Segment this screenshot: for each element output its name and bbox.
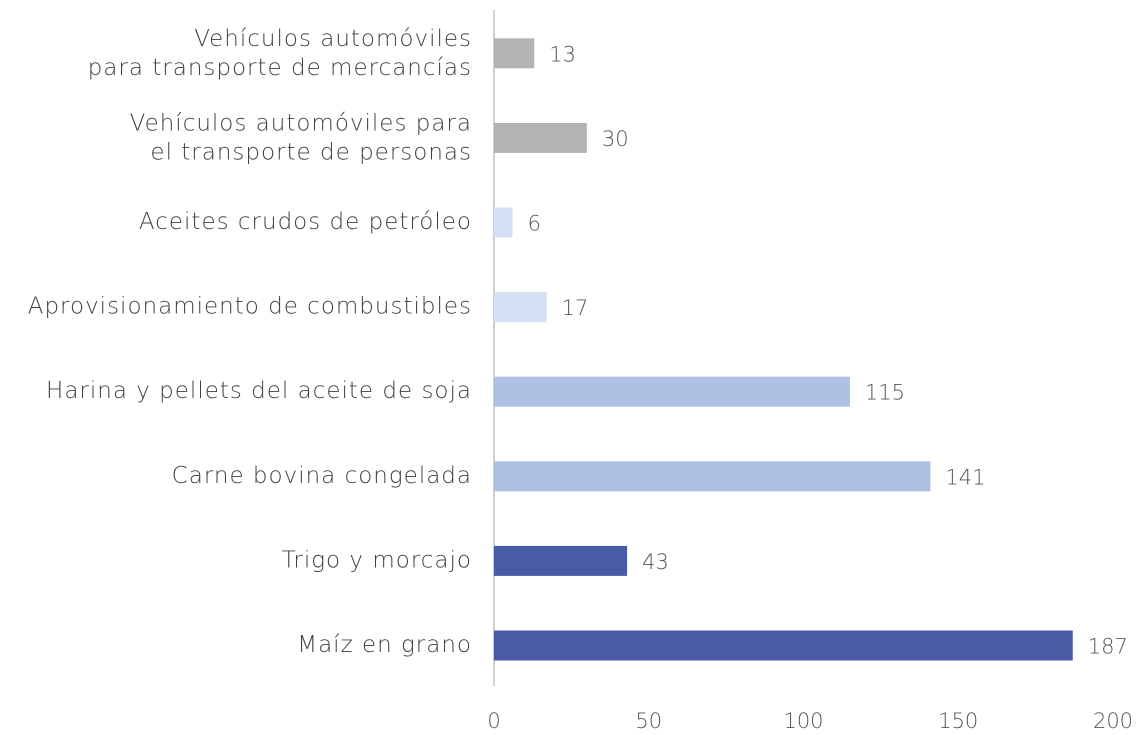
label-line: Vehículos automóviles xyxy=(194,25,472,51)
bar xyxy=(494,376,850,407)
value-label: 17 xyxy=(562,296,589,320)
x-tick-label: 50 xyxy=(635,709,662,733)
x-tick-label: 150 xyxy=(938,709,978,733)
label-line: para transporte de mercancías xyxy=(88,54,472,80)
label-line: Vehículos automóviles para xyxy=(130,110,472,136)
bar xyxy=(494,545,628,576)
value-label: 6 xyxy=(528,212,541,236)
bar xyxy=(494,38,535,69)
value-label: 30 xyxy=(602,127,629,151)
y-tick-label: Aceites crudos de petróleo xyxy=(139,209,472,235)
value-label: 187 xyxy=(1088,635,1128,659)
y-tick-label: Maíz en grano xyxy=(297,632,472,658)
bar xyxy=(494,292,547,323)
bar xyxy=(494,461,931,492)
y-tick-label: Carne bovina congelada xyxy=(172,463,472,489)
value-label: 141 xyxy=(945,465,985,489)
value-label: 43 xyxy=(642,550,669,574)
x-tick-label: 200 xyxy=(1093,709,1133,733)
y-tick-label: Trigo y morcajo xyxy=(282,547,472,573)
label-line: el transporte de personas xyxy=(150,139,472,165)
bar xyxy=(494,630,1073,661)
bar xyxy=(494,207,513,238)
y-tick-label: Vehículos automóviles para el transporte … xyxy=(130,110,472,165)
value-label: 13 xyxy=(549,42,576,66)
x-tick-label: 100 xyxy=(783,709,823,733)
bar xyxy=(494,122,587,153)
y-tick-label: Aprovisionamiento de combustibles xyxy=(28,294,472,320)
y-tick-label: Vehículos automóviles para transporte de … xyxy=(88,25,472,80)
value-label: 115 xyxy=(865,381,905,405)
x-tick-label: 0 xyxy=(487,709,500,733)
y-tick-label: Harina y pellets del aceite de soja xyxy=(46,378,472,404)
